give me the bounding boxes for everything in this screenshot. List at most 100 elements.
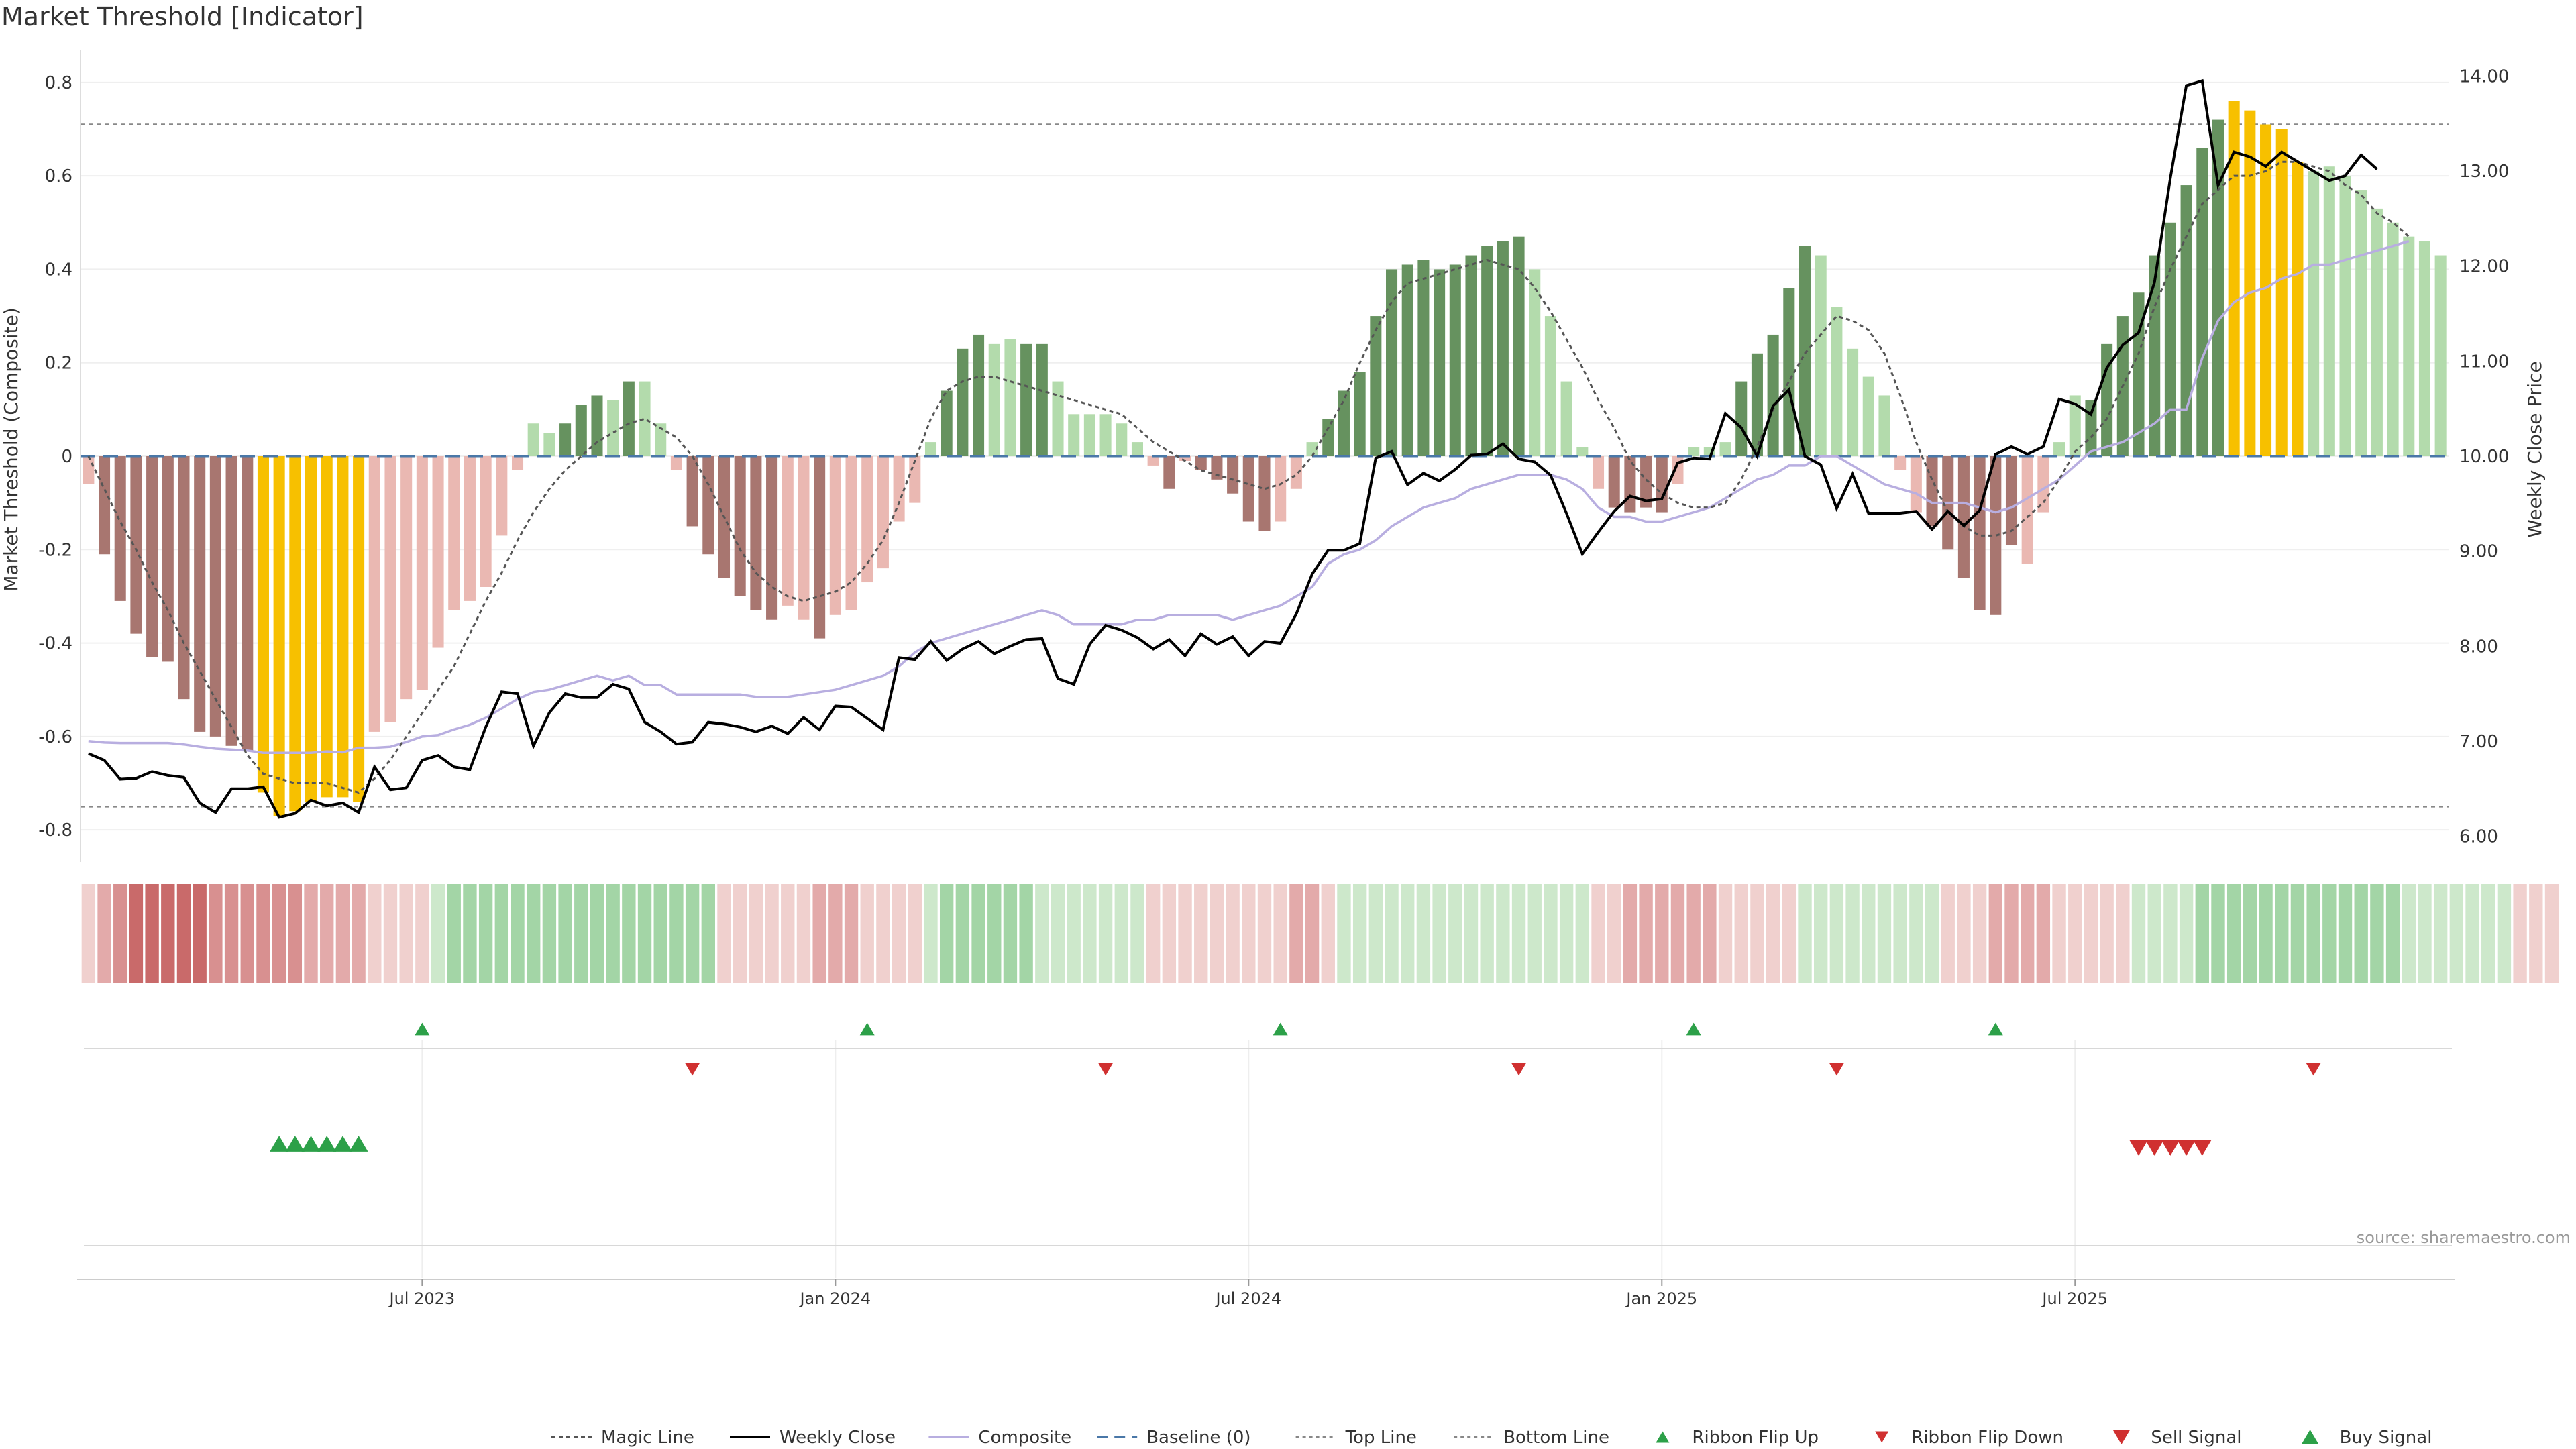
buy-signal-marker bbox=[317, 1136, 337, 1152]
ribbon-cell bbox=[971, 884, 985, 983]
ribbon-cell bbox=[1527, 884, 1542, 983]
composite-bar bbox=[1608, 456, 1620, 508]
ribbon-cell bbox=[1607, 884, 1621, 983]
composite-bar bbox=[2021, 456, 2033, 564]
ribbon-cell bbox=[1829, 884, 1844, 983]
ribbon-cell bbox=[2116, 884, 2130, 983]
y-axis-label: Market Threshold (Composite) bbox=[0, 307, 22, 591]
composite-bar bbox=[2355, 190, 2367, 456]
ribbon-cell bbox=[2481, 884, 2496, 983]
ribbon-cell bbox=[1814, 884, 1828, 983]
y2-tick-label: 7.00 bbox=[2459, 732, 2498, 752]
composite-bar bbox=[988, 343, 1000, 456]
composite-bar bbox=[1497, 241, 1509, 456]
ribbon-cell bbox=[1750, 884, 1764, 983]
ribbon-cell bbox=[2418, 884, 2432, 983]
ribbon-cell bbox=[1305, 884, 1320, 983]
ribbon-cell bbox=[1210, 884, 1224, 983]
ribbon-cell bbox=[2513, 884, 2527, 983]
ribbon-cell bbox=[2275, 884, 2289, 983]
ribbon-cell bbox=[383, 884, 398, 983]
ribbon-cell bbox=[1401, 884, 1415, 983]
ribbon-flip-up-marker bbox=[859, 1022, 875, 1036]
composite-bar bbox=[1799, 246, 1811, 456]
ribbon-cell bbox=[368, 884, 382, 983]
ribbon-cell bbox=[2226, 884, 2241, 983]
composite-bar bbox=[1751, 353, 1763, 456]
y2-tick-label: 12.00 bbox=[2459, 257, 2509, 277]
y2-tick-label: 13.00 bbox=[2459, 162, 2509, 182]
ribbon-cell bbox=[1321, 884, 1335, 983]
ribbon-cell bbox=[272, 884, 286, 983]
composite-bar bbox=[2403, 236, 2415, 456]
y2-axis-label: Weekly Close Price bbox=[2524, 361, 2546, 537]
composite-bar bbox=[1322, 419, 1334, 456]
composite-bar bbox=[655, 423, 667, 456]
x-tick-label: Jan 2025 bbox=[1625, 1289, 1697, 1308]
buy-signal-marker bbox=[270, 1136, 289, 1152]
composite-bar bbox=[353, 456, 365, 802]
composite-bar bbox=[289, 456, 301, 812]
composite-bar bbox=[194, 456, 206, 732]
ribbon-cell bbox=[860, 884, 874, 983]
legend-item-buy: Buy Signal bbox=[2301, 1428, 2432, 1448]
sell-signal-marker bbox=[2192, 1140, 2212, 1156]
ribbon-cell bbox=[653, 884, 667, 983]
ribbon-cell bbox=[463, 884, 477, 983]
ribbon-cell bbox=[1766, 884, 1780, 983]
ribbon-cell bbox=[1575, 884, 1590, 983]
ribbon-cell bbox=[669, 884, 684, 983]
composite-bar bbox=[2244, 110, 2256, 457]
composite-bar bbox=[1719, 442, 1731, 456]
ribbon-cell bbox=[622, 884, 636, 983]
composite-bar bbox=[2196, 148, 2208, 456]
composite-bar bbox=[130, 456, 142, 634]
composite-bar bbox=[861, 456, 873, 583]
ribbon-cell bbox=[765, 884, 779, 983]
ribbon-cell bbox=[908, 884, 922, 983]
legend-item-bottom: Bottom Line bbox=[1454, 1428, 1609, 1448]
ribbon-flip-up-marker bbox=[1988, 1022, 2003, 1036]
y2-tick-label: 10.00 bbox=[2459, 447, 2509, 467]
composite-bar bbox=[1544, 316, 1556, 456]
ribbon-cell bbox=[1639, 884, 1653, 983]
ribbon-cell bbox=[1893, 884, 1907, 983]
ribbon-flip-down-marker bbox=[1511, 1063, 1527, 1076]
composite-bar bbox=[591, 395, 603, 456]
ribbon-cell bbox=[304, 884, 318, 983]
ribbon-cell bbox=[2036, 884, 2051, 983]
composite-bar bbox=[2308, 171, 2320, 456]
ribbon-cell bbox=[97, 884, 111, 983]
composite-bar bbox=[321, 456, 333, 798]
sell-signal-marker bbox=[2177, 1140, 2196, 1156]
composite-bar bbox=[845, 456, 857, 610]
composite-bar bbox=[2275, 129, 2288, 456]
ribbon-cell bbox=[2322, 884, 2337, 983]
y-tick-label: -0.4 bbox=[38, 634, 72, 654]
ribbon-cell bbox=[1035, 884, 1049, 983]
composite-bar bbox=[575, 405, 587, 456]
composite-bar bbox=[2164, 222, 2176, 456]
composite-bar bbox=[1847, 348, 1859, 456]
ribbon-cell bbox=[527, 884, 541, 983]
ribbon-cell bbox=[1670, 884, 1685, 983]
composite-bar bbox=[924, 442, 937, 456]
y2-tick-label: 11.00 bbox=[2459, 352, 2509, 372]
composite-bar bbox=[782, 456, 794, 606]
ribbon-cell bbox=[1337, 884, 1351, 983]
composite-bar bbox=[384, 456, 396, 722]
ribbon-cell bbox=[161, 884, 175, 983]
ribbon-cell bbox=[828, 884, 843, 983]
composite-bar bbox=[1449, 264, 1461, 456]
sell-signal-marker bbox=[2145, 1140, 2164, 1156]
y-tick-label: -0.8 bbox=[38, 820, 72, 841]
ribbon-cell bbox=[2370, 884, 2384, 983]
ribbon-cell bbox=[1083, 884, 1097, 983]
composite-bar bbox=[1036, 343, 1048, 456]
ribbon-cell bbox=[1496, 884, 1510, 983]
composite-bar bbox=[480, 456, 492, 587]
ribbon-cell bbox=[1432, 884, 1446, 983]
ribbon-cell bbox=[2147, 884, 2161, 983]
composite-bar bbox=[1767, 334, 1779, 456]
ribbon-cell bbox=[733, 884, 747, 983]
